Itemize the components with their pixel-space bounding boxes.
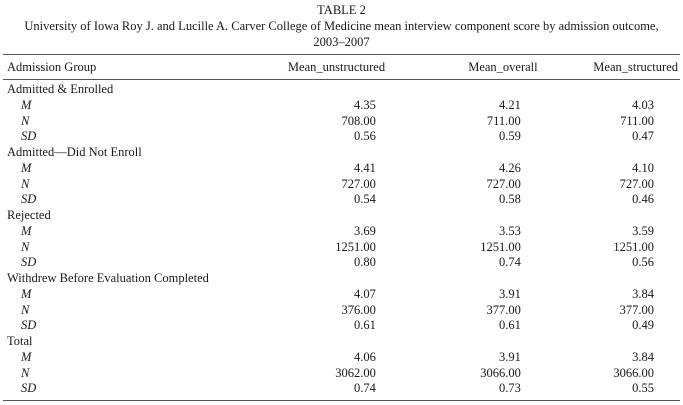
stat-label: M [21, 223, 32, 238]
cell-mean-structured: 0.46 [632, 192, 654, 207]
table-body: Admitted & Enrolled M 4.35 4.21 4.03 N 708.00 7… [3, 82, 680, 397]
group-label: Admitted—Did Not Enroll [7, 145, 142, 159]
stat-label: M [21, 349, 32, 364]
stat-label: N [21, 302, 30, 317]
cell-mean-overall: 3.91 [498, 349, 521, 364]
table-title-line-2: 2003–2007 [313, 35, 370, 49]
cell-mean-unstructured: 727.00 [341, 176, 376, 191]
cell-mean-overall: 727.00 [486, 176, 521, 191]
table-row: M 4.06 3.91 3.84 [3, 350, 680, 366]
cell-mean-unstructured: 4.06 [353, 349, 376, 364]
stat-label: N [21, 113, 30, 128]
table-row: M 4.41 4.26 4.10 [3, 161, 680, 177]
cell-mean-overall: 3066.00 [480, 365, 521, 380]
table-row: N 727.00 727.00 727.00 [3, 177, 680, 193]
cell-mean-structured: 727.00 [619, 176, 654, 191]
table-header: Admission Group Mean_unstructured Mean_o… [3, 57, 680, 77]
cell-mean-overall: 4.21 [498, 97, 521, 112]
table-row: SD 0.74 0.73 0.55 [3, 381, 680, 397]
cell-mean-structured: 0.56 [632, 255, 654, 270]
column-header-mean-unstructured: Mean_unstructured [287, 60, 386, 74]
table-title-line-1: University of Iowa Roy J. and Lucille A.… [24, 19, 659, 33]
cell-mean-unstructured: 0.61 [353, 318, 376, 333]
table-row: SD 0.61 0.61 0.49 [3, 318, 680, 334]
table-row: N 708.00 711.00 711.00 [3, 114, 680, 130]
stat-label: N [21, 176, 30, 191]
stat-label: SD [21, 318, 37, 333]
cell-mean-unstructured: 376.00 [341, 302, 376, 317]
cell-mean-overall: 0.59 [498, 129, 521, 144]
stat-label: SD [21, 255, 37, 270]
column-header-mean-structured: Mean_structured [593, 60, 678, 74]
cell-mean-structured: 3.84 [632, 286, 654, 301]
table-row: SD 0.54 0.58 0.46 [3, 192, 680, 208]
stat-label: SD [21, 192, 37, 207]
cell-mean-structured: 711.00 [620, 113, 654, 128]
header-rule [3, 79, 680, 80]
cell-mean-overall: 711.00 [486, 113, 521, 128]
table-row: N 1251.00 1251.00 1251.00 [3, 240, 680, 256]
group-row-admitted-enrolled: Admitted & Enrolled [3, 82, 680, 98]
cell-mean-unstructured: 1251.00 [335, 239, 376, 254]
cell-mean-structured: 3066.00 [613, 365, 654, 380]
group-label: Admitted & Enrolled [7, 82, 114, 96]
top-rule [3, 54, 680, 55]
cell-mean-overall: 0.73 [498, 381, 521, 396]
stat-label: M [21, 97, 32, 112]
cell-mean-unstructured: 708.00 [341, 113, 376, 128]
cell-mean-unstructured: 4.35 [353, 97, 376, 112]
cell-mean-unstructured: 3062.00 [335, 365, 376, 380]
table-row: N 3062.00 3066.00 3066.00 [3, 366, 680, 382]
group-row-rejected: Rejected [3, 208, 680, 224]
stat-label: M [21, 160, 32, 175]
table-row: M 4.35 4.21 4.03 [3, 98, 680, 114]
stat-label: SD [21, 129, 37, 144]
group-row-admitted-did-not-enroll: Admitted—Did Not Enroll [3, 145, 680, 161]
stat-label: M [21, 286, 32, 301]
cell-mean-overall: 0.74 [498, 255, 521, 270]
cell-mean-unstructured: 3.69 [353, 223, 376, 238]
cell-mean-unstructured: 0.74 [353, 381, 376, 396]
cell-mean-unstructured: 0.54 [353, 192, 376, 207]
stat-label: SD [21, 381, 37, 396]
cell-mean-structured: 0.49 [632, 318, 654, 333]
cell-mean-overall: 3.53 [498, 223, 521, 238]
cell-mean-structured: 1251.00 [613, 239, 654, 254]
table-row: M 4.07 3.91 3.84 [3, 287, 680, 303]
table-label: TABLE 2 [317, 3, 366, 17]
table-row: SD 0.56 0.59 0.47 [3, 129, 680, 145]
cell-mean-overall: 0.58 [498, 192, 521, 207]
column-header-mean-overall: Mean_overall [468, 60, 538, 74]
table-row: N 376.00 377.00 377.00 [3, 303, 680, 319]
cell-mean-structured: 4.10 [632, 160, 654, 175]
column-header-admission-group: Admission Group [7, 60, 97, 74]
stat-label: N [21, 239, 30, 254]
table-row: SD 0.80 0.74 0.56 [3, 255, 680, 271]
cell-mean-structured: 0.55 [632, 381, 654, 396]
cell-mean-overall: 377.00 [486, 302, 521, 317]
group-label: Withdrew Before Evaluation Completed [7, 271, 209, 285]
cell-mean-unstructured: 4.07 [353, 286, 376, 301]
header-row: Admission Group Mean_unstructured Mean_o… [3, 57, 680, 77]
cell-mean-structured: 377.00 [619, 302, 654, 317]
cell-mean-structured: 3.84 [632, 349, 654, 364]
cell-mean-structured: 4.03 [632, 97, 654, 112]
cell-mean-unstructured: 0.80 [353, 255, 376, 270]
bottom-rule [3, 400, 680, 401]
cell-mean-overall: 1251.00 [480, 239, 521, 254]
cell-mean-overall: 4.26 [498, 160, 521, 175]
cell-mean-overall: 3.91 [498, 286, 521, 301]
cell-mean-structured: 0.47 [632, 129, 654, 144]
stat-label: N [21, 365, 30, 380]
table-row: M 3.69 3.53 3.59 [3, 224, 680, 240]
group-label: Rejected [7, 208, 51, 222]
cell-mean-overall: 0.61 [498, 318, 521, 333]
cell-mean-unstructured: 0.56 [353, 129, 376, 144]
group-row-total: Total [3, 334, 680, 350]
cell-mean-unstructured: 4.41 [353, 160, 376, 175]
group-label: Total [7, 334, 33, 348]
cell-mean-structured: 3.59 [632, 223, 654, 238]
group-row-withdrew-before-evaluation-completed: Withdrew Before Evaluation Completed [3, 271, 680, 287]
